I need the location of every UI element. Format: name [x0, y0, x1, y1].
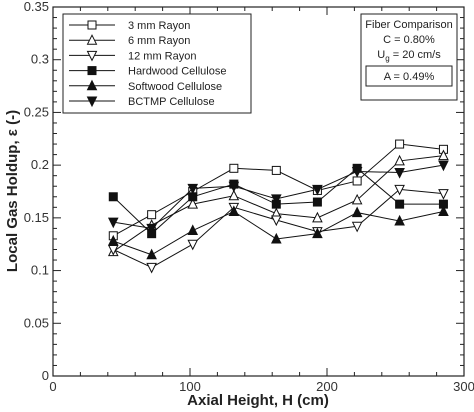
data-point-softwood-cellulose	[187, 224, 199, 236]
data-point-hardwood-cellulose	[312, 197, 322, 207]
legend-label-softwood-cellulose: Softwood Cellulose	[128, 81, 222, 93]
annotation-velocity: Ug = 20 cm/s	[377, 49, 441, 63]
legend-marker-6-mm-rayon	[86, 34, 98, 45]
data-point-bctmp-cellulose	[438, 160, 449, 172]
annotation-velocity-symbol: U	[377, 49, 385, 61]
y-tick-label: 0.15	[24, 210, 49, 225]
data-point-softwood-cellulose	[351, 206, 363, 218]
series-softwood-cellulose	[107, 205, 449, 260]
y-tick-label: 0.3	[31, 52, 49, 67]
data-point-bctmp-cellulose	[351, 166, 363, 178]
legend-label-12-mm-rayon: 12 mm Rayon	[128, 50, 196, 62]
data-point-3-mm-rayon	[271, 165, 281, 175]
data-point-3-mm-rayon	[147, 210, 157, 220]
plot-area-border	[52, 6, 465, 377]
data-point-softwood-cellulose	[146, 248, 157, 260]
y-tick-label: 0.2	[31, 157, 49, 172]
data-point-3-mm-rayon	[229, 163, 239, 173]
x-tick-label: 200	[316, 379, 338, 394]
data-point-12-mm-rayon	[187, 239, 199, 251]
annotation-inner-box	[365, 65, 453, 87]
legend-marker-softwood-cellulose	[86, 79, 98, 91]
data-point-softwood-cellulose	[107, 234, 119, 246]
data-point-hardwood-cellulose	[395, 199, 405, 209]
data-point-bctmp-cellulose	[271, 194, 282, 205]
data-point-softwood-cellulose	[271, 232, 282, 244]
data-point-bctmp-cellulose	[187, 183, 199, 195]
y-axis-title: Local Gas Holdup, ε (-)	[4, 110, 21, 272]
data-point-6-mm-rayon	[351, 193, 363, 205]
legend-label-bctmp-cellulose: BCTMP Cellulose	[128, 96, 215, 108]
data-point-hardwood-cellulose	[108, 192, 118, 202]
data-point-bctmp-cellulose	[228, 181, 240, 193]
data-point-6-mm-rayon	[228, 189, 240, 201]
data-point-softwood-cellulose	[228, 205, 240, 217]
legend-label-hardwood-cellulose: Hardwood Cellulose	[128, 66, 226, 78]
y-tick-label: 0.05	[24, 315, 49, 330]
plot-frame	[52, 6, 465, 377]
series-layer	[107, 139, 449, 274]
legend-marker-3-mm-rayon	[87, 20, 97, 30]
data-point-bctmp-cellulose	[312, 184, 323, 196]
annotation-velocity-value: = 20 cm/s	[390, 49, 442, 61]
data-point-12-mm-rayon	[271, 215, 282, 227]
legend: 3 mm Rayon 6 mm Rayon 12 mm Rayon Hardwood …	[62, 13, 252, 114]
data-point-bctmp-cellulose	[146, 223, 157, 235]
data-point-12-mm-rayon	[146, 262, 157, 274]
data-point-12-mm-rayon	[351, 221, 363, 233]
data-point-12-mm-rayon	[394, 184, 405, 196]
y-tick-label: 0.1	[31, 263, 49, 278]
data-point-6-mm-rayon	[187, 198, 199, 209]
axis-tick-labels: 0 100 200 300 0 0.05 0.1 0.15 0.2 0.25 0.3 0.35	[24, 0, 474, 394]
data-point-12-mm-rayon	[438, 189, 449, 200]
annotation-velocity-subscript: g	[385, 54, 389, 63]
data-point-6-mm-rayon	[312, 211, 323, 223]
x-tick-label: 0	[49, 379, 56, 394]
data-point-bctmp-cellulose	[107, 217, 119, 229]
x-tick-label: 100	[179, 379, 201, 394]
legend-label-3-mm-rayon: 3 mm Rayon	[128, 20, 190, 32]
data-point-bctmp-cellulose	[394, 168, 405, 179]
series-line-3-mm-rayon	[113, 143, 444, 237]
data-point-softwood-cellulose	[438, 205, 449, 217]
data-point-3-mm-rayon	[352, 176, 362, 186]
annotation-fraction: A = 0.49%	[384, 71, 435, 83]
series-bctmp-cellulose	[107, 160, 449, 235]
data-point-6-mm-rayon	[438, 149, 449, 161]
data-point-6-mm-rayon	[394, 154, 405, 166]
annotation-title: Fiber Comparison	[365, 19, 452, 31]
x-tick-label: 300	[453, 379, 474, 394]
y-tick-label: 0.35	[24, 0, 49, 14]
annotation-box: Fiber Comparison C = 0.80% Ug = 20 cm/s …	[360, 13, 458, 101]
legend-marker-12-mm-rayon	[86, 50, 98, 62]
y-tick-label: 0.25	[24, 104, 49, 119]
data-point-softwood-cellulose	[312, 227, 323, 239]
annotation-concentration: C = 0.80%	[383, 34, 435, 46]
series-hardwood-cellulose	[108, 163, 448, 239]
x-axis-title: Axial Height, H (cm)	[187, 392, 329, 409]
data-point-softwood-cellulose	[394, 214, 405, 226]
legend-label-6-mm-rayon: 6 mm Rayon	[128, 35, 190, 47]
legend-marker-bctmp-cellulose	[86, 96, 98, 108]
data-point-3-mm-rayon	[395, 139, 405, 149]
y-tick-label: 0	[42, 368, 49, 383]
series-12-mm-rayon	[107, 184, 449, 274]
legend-marker-hardwood-cellulose	[87, 66, 97, 76]
